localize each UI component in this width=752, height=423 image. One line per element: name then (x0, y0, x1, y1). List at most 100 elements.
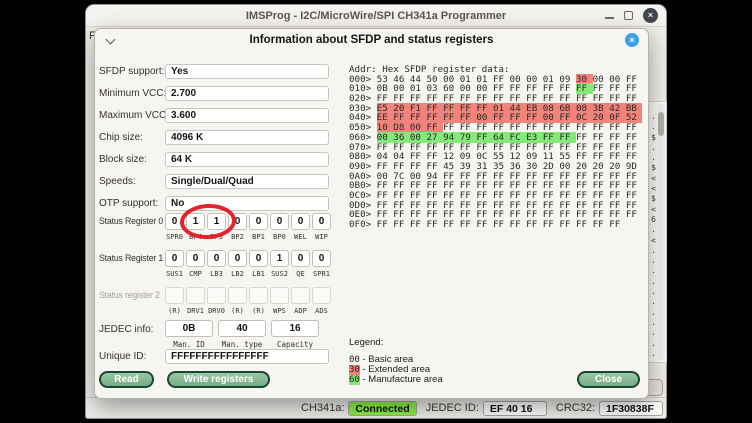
close-button[interactable]: Close (577, 371, 640, 388)
status-register-bit[interactable]: 0 (249, 213, 268, 230)
status-register-bit[interactable]: 0 (165, 250, 184, 267)
hex-row: 090> FF FF FF FF 45 39 31 35 36 30 2D 00… (349, 160, 637, 172)
jedec-value-field[interactable]: 16 (271, 320, 319, 337)
legend-code: 30 (349, 365, 360, 376)
bit-label: QE (296, 270, 305, 278)
status-register-bit[interactable]: 0 (228, 213, 247, 230)
bit-label: DRV1 (187, 307, 204, 315)
unique-id-field[interactable]: FFFFFFFFFFFFFFFF (165, 349, 329, 364)
status-register-bit[interactable]: 0 (228, 250, 247, 267)
field-value-input[interactable]: Single/Dual/Quad (165, 174, 329, 189)
status-register-bit[interactable] (249, 287, 268, 304)
bit-label: ADP (294, 307, 307, 315)
hex-address: 000> (349, 73, 377, 85)
field-value-input[interactable]: 4096 K (165, 130, 329, 145)
crc32-label: CRC32: (555, 402, 595, 414)
chevron-down-icon[interactable] (105, 34, 116, 45)
status-register-bit[interactable]: 0 (270, 213, 289, 230)
vertical-scrollbar[interactable] (658, 104, 665, 360)
status-register-row: Status register 2 (R) DRV1 DRV0 (R) (R) WPS ADP… (99, 287, 339, 324)
status-register-bit[interactable] (207, 287, 226, 304)
ascii-char: . (651, 317, 656, 327)
legend-item: 00 - Basic area (349, 354, 443, 365)
sfdp-hex-dump[interactable]: Addr: Hex SFDP register data: 000> 53 46 … (349, 64, 643, 230)
status-registers: Status Register 0 0 1 1 0 0 0 0 0 SPR0 BP4 BP3 BP2 BP… (99, 213, 339, 324)
hex-row: 0D0> FF FF FF FF FF FF FF FF FF FF FF FF… (349, 199, 637, 211)
status-register-bit[interactable] (270, 287, 289, 304)
status-register-bit[interactable]: 1 (186, 213, 205, 230)
minimize-icon[interactable] (605, 17, 614, 19)
hex-address: 0D0> (349, 199, 377, 211)
hex-address: 0B0> (349, 180, 377, 192)
dialog-title: Information about SFDP and status regist… (249, 34, 494, 46)
ascii-char: . (651, 276, 656, 286)
dialog-close-button[interactable]: × (625, 33, 639, 47)
status-register-bit[interactable]: 0 (312, 213, 331, 230)
bit-label: CMP (189, 270, 202, 278)
crc32-field[interactable]: 1F30838F (599, 400, 663, 416)
ascii-char: . (651, 297, 656, 307)
field-value-input[interactable]: No (165, 196, 329, 211)
read-button[interactable]: Read (99, 371, 154, 388)
hex-address: 080> (349, 151, 377, 163)
field-row: Speeds: Single/Dual/Quad (99, 174, 335, 196)
status-register-bit[interactable] (165, 287, 184, 304)
hex-row: 0E0> FF FF FF FF FF FF FF FF FF FF FF FF… (349, 209, 637, 221)
window-title: IMSProg - I2C/MicroWire/SPI CH341a Progr… (245, 9, 507, 22)
bit-label: SUS1 (166, 270, 183, 278)
status-register-bit[interactable]: 0 (186, 250, 205, 267)
hex-row: 0B0> FF FF FF FF FF FF FF FF FF FF FF FF… (349, 180, 637, 192)
status-register-bit[interactable]: 1 (270, 250, 289, 267)
ascii-column: .. $.. $ < < $ <6. <........... (649, 112, 658, 359)
scrollbar-thumb[interactable] (658, 112, 664, 136)
write-registers-button[interactable]: Write registers (167, 371, 270, 388)
jedec-id-field[interactable]: EF 40 16 (482, 400, 547, 416)
status-register-bit[interactable]: 0 (249, 250, 268, 267)
jedec-value-label: Man. ID (173, 340, 205, 349)
field-value-input[interactable]: Yes (165, 64, 329, 79)
hex-header: Addr: Hex SFDP register data: (349, 64, 510, 75)
field-value-input[interactable]: 3.600 (165, 108, 329, 123)
device-status-field[interactable]: Connected (348, 400, 417, 416)
status-bar: CH341a: Connected JEDEC ID: EF 40 16 CRC… (86, 397, 666, 418)
jedec-value-field[interactable]: 0B (165, 320, 213, 337)
hex-address: 070> (349, 141, 377, 153)
field-value-input[interactable]: 64 K (165, 152, 329, 167)
status-register-bit[interactable]: 0 (291, 213, 310, 230)
status-register-bit[interactable]: 0 (312, 250, 331, 267)
status-register-bit[interactable]: 0 (291, 250, 310, 267)
menu-file-partial[interactable]: F (89, 30, 96, 42)
window-controls: × (605, 5, 658, 26)
maximize-icon[interactable] (624, 11, 633, 20)
hex-row: 000> 53 46 44 50 00 01 01 FF 00 00 01 09… (349, 73, 637, 85)
ascii-char: . (651, 338, 656, 348)
chip-info-fields: SFDP support: Yes Minimum VCC: 2.700 Maximum… (99, 64, 335, 218)
hex-address: 090> (349, 160, 377, 172)
legend-item: 60 - Manufacture area (349, 375, 443, 386)
legend-title: Legend: (349, 337, 384, 348)
status-register-bit[interactable]: 1 (207, 213, 226, 230)
hex-row: 040> EE FF FF FF FF FF 00 FF FF FF 00 FF… (349, 112, 643, 124)
status-register-row: Status Register 0 0 1 1 0 0 0 0 0 SPR0 BP4 BP3 BP2 BP… (99, 213, 339, 250)
jedec-value-label: Capacity (276, 340, 314, 349)
ascii-char: < (651, 173, 656, 183)
status-register-bit[interactable]: 0 (207, 250, 226, 267)
field-value-input[interactable]: 2.700 (165, 86, 329, 101)
bit-label: LB3 (210, 270, 223, 278)
hex-row: 070> FF FF FF FF FF FF FF FF FF FF FF FF… (349, 141, 637, 153)
status-register-bit[interactable] (312, 287, 331, 304)
status-register-bit[interactable]: 0 (165, 213, 184, 230)
bit-label: BP2 (231, 233, 244, 241)
legend-items: 00 - Basic area 30 - Extended area 60 - Ma… (349, 354, 443, 386)
jedec-value-field[interactable]: 40 (218, 320, 266, 337)
hex-address: 010> (349, 83, 377, 95)
field-label: Chip size: (99, 132, 143, 143)
status-register-bit[interactable] (186, 287, 205, 304)
hex-row: 050> 10 D8 00 FF FF FF FF FF FF FF FF FF… (349, 122, 637, 134)
status-register-bit[interactable] (291, 287, 310, 304)
bit-label: (R) (252, 307, 265, 315)
status-register-bit[interactable] (228, 287, 247, 304)
hex-row: 0A0> 00 7C 00 94 FF FF FF FF FF FF FF FF… (349, 170, 637, 182)
window-close-icon[interactable]: × (643, 8, 658, 23)
